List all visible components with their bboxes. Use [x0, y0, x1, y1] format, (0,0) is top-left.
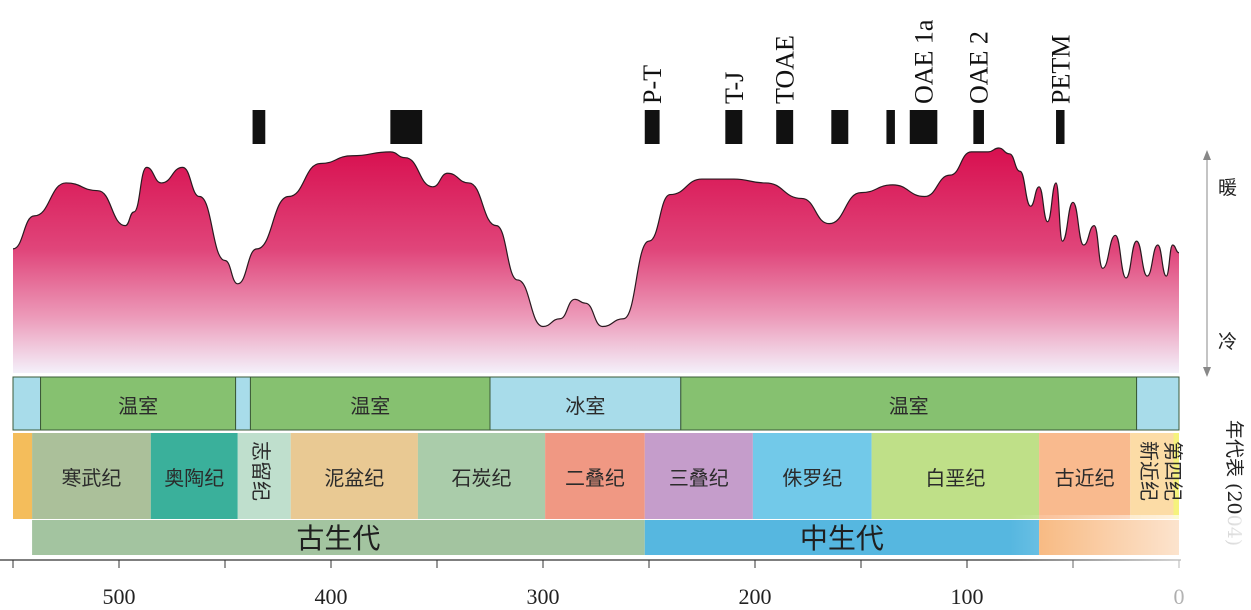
period-label: 石炭纪: [452, 466, 512, 490]
event-label: PETM: [1046, 35, 1075, 104]
climate-state-label: 温室: [889, 394, 929, 418]
arrow-up-icon: [1203, 150, 1211, 160]
era-label: 古生代: [296, 522, 380, 555]
period-label: 二叠纪: [565, 466, 625, 490]
period-cell: [417, 433, 546, 519]
climate-state-label: 温室: [350, 394, 390, 418]
period-label: 第四纪: [1161, 441, 1185, 501]
x-tick-label: 200: [739, 584, 772, 609]
period-cell: [290, 433, 418, 519]
event-bar: [776, 110, 794, 144]
period-label: 新近纪: [1137, 441, 1161, 501]
period-label: 白垩纪: [925, 466, 985, 490]
period-label: 古近纪: [1055, 466, 1115, 490]
period-label: 泥盆纪: [324, 466, 384, 490]
event-bar: [886, 110, 895, 144]
event-bar: [252, 110, 266, 144]
event-label: OAE 2: [965, 31, 994, 104]
event-bar: [973, 110, 984, 144]
period-cell: [1173, 433, 1179, 519]
event-bar: [831, 110, 849, 144]
era-cell: [644, 520, 1040, 555]
period-cell: [13, 433, 33, 519]
side-note: 年代表 (2004): [1223, 420, 1245, 546]
event-bar: [725, 110, 743, 144]
greenhouse-band: [249, 376, 491, 431]
climate-curve-area: [13, 148, 1179, 373]
icehouse-band: [1136, 376, 1180, 431]
period-cell: [1130, 433, 1174, 519]
cold-label: 冷: [1218, 331, 1237, 353]
icehouse-band: [235, 376, 251, 431]
x-tick-label: 100: [951, 584, 984, 609]
period-label: 奥陶纪: [164, 466, 224, 490]
watermark-fade: [1010, 515, 1251, 610]
period-label: 三叠纪: [669, 466, 729, 490]
event-bar: [644, 110, 660, 144]
period-cell: [1039, 433, 1131, 519]
period-cell: [150, 433, 238, 519]
x-tick-label: 400: [315, 584, 348, 609]
period-cell: [545, 433, 645, 519]
arrow-down-icon: [1203, 367, 1211, 377]
climate-curve-line: [12, 147, 1180, 328]
x-tick-label: 300: [527, 584, 560, 609]
period-label: 寒武纪: [61, 466, 121, 490]
era-cell: [32, 520, 645, 555]
event-bar: [1056, 110, 1065, 144]
event-label: TOAE: [771, 35, 800, 104]
event-label: OAE 1a: [910, 19, 939, 104]
greenhouse-band: [40, 376, 237, 431]
icehouse-band: [12, 376, 42, 431]
event-label: P-T: [638, 65, 667, 104]
period-label: 侏罗纪: [782, 466, 842, 490]
climate-state-label: 冰室: [565, 394, 605, 418]
warm-label: 暖: [1218, 177, 1237, 199]
event-bar: [390, 110, 423, 144]
event-bar: [909, 110, 938, 144]
period-cell: [644, 433, 753, 519]
event-label: T-J: [720, 72, 749, 104]
period-cell: [871, 433, 1040, 519]
climate-state-label: 温室: [118, 394, 158, 418]
icehouse-band: [489, 376, 682, 431]
x-tick-label: 500: [103, 584, 136, 609]
period-cell: [32, 433, 151, 519]
period-label: 志留纪: [249, 441, 273, 501]
period-cell: [237, 433, 291, 519]
period-cell: [752, 433, 872, 519]
era-label: 中生代: [800, 522, 884, 555]
